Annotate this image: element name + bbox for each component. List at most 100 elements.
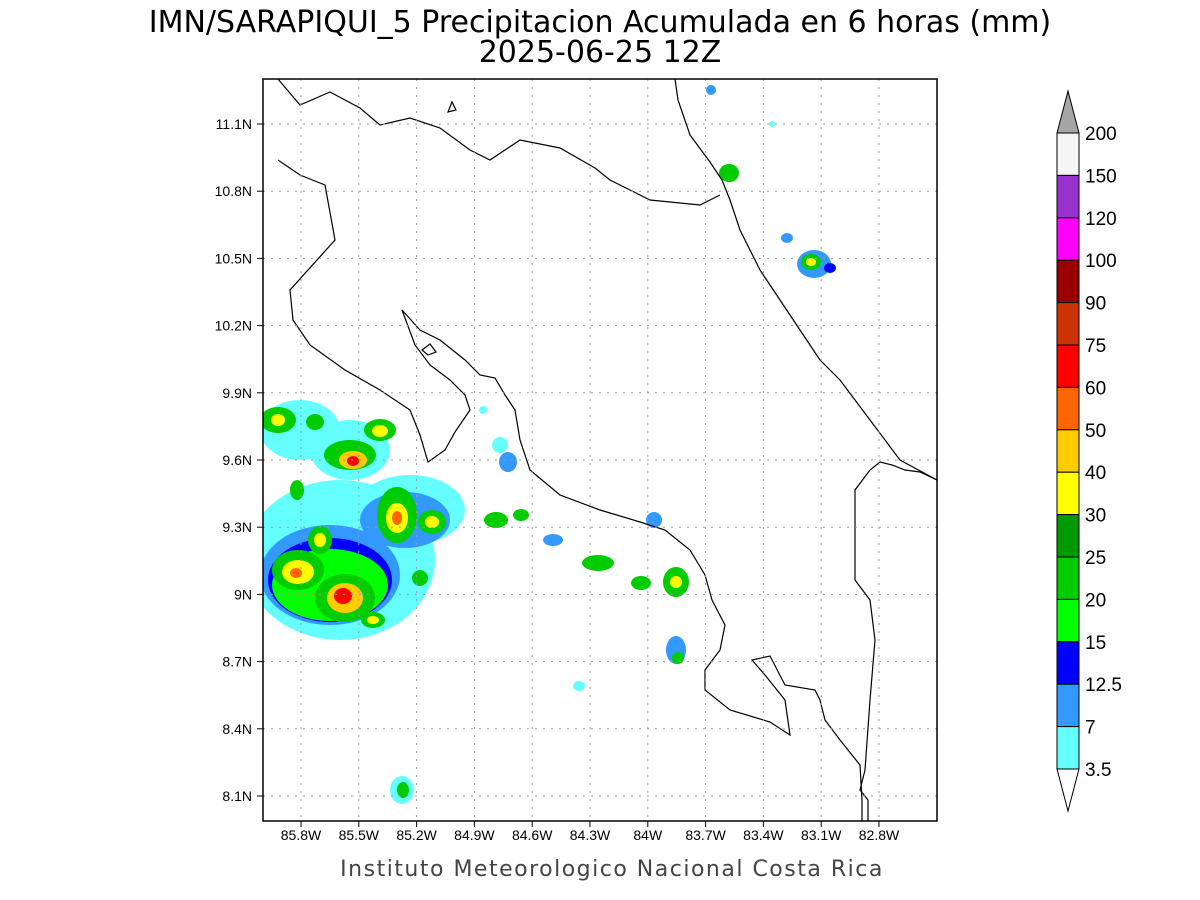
lat-tick-label: 10.2N [215, 318, 252, 334]
colorbar-over-arrow [1056, 89, 1080, 134]
precip-area [397, 782, 409, 798]
lat-tick-label: 10.8N [215, 183, 252, 199]
precip-area [347, 456, 359, 466]
precip-area [372, 425, 388, 437]
latitude-axis: 11.1N 10.8N 10.5N 10.2N 9.9N 9.6N 9.3N 9N 8.7N 8.… [215, 116, 263, 804]
precip-area [513, 509, 529, 521]
footer-credit: Instituto Meteorologico Nacional Costa R… [340, 857, 884, 882]
lon-tick-label: 83.1W [801, 827, 842, 843]
precip-area [719, 164, 739, 182]
precip-area [499, 452, 517, 472]
precip-area [492, 437, 508, 453]
precip-area [543, 534, 563, 546]
precip-area [290, 568, 302, 578]
colorbar-swatch [1056, 556, 1080, 600]
lat-tick-label: 8.1N [222, 788, 252, 804]
lon-tick-label: 83.7W [685, 827, 726, 843]
lon-tick-label: 84W [633, 827, 663, 843]
colorbar-swatch [1056, 641, 1080, 685]
precip-area [412, 570, 428, 586]
island [421, 343, 437, 356]
colorbar-under-arrow [1056, 768, 1080, 813]
colorbar-label: 15 [1085, 633, 1106, 654]
colorbar-swatch [1056, 217, 1080, 261]
coastline-north [277, 79, 721, 206]
precip-area [425, 516, 439, 528]
precip-area [631, 576, 651, 590]
lon-tick-label: 83.4W [743, 827, 784, 843]
precip-area [573, 681, 585, 691]
colorbar-label: 7 [1085, 718, 1096, 739]
colorbar-label: 90 [1085, 294, 1106, 315]
colorbar-label: 30 [1085, 506, 1106, 527]
precip-area [824, 263, 836, 273]
precip-area [582, 555, 614, 571]
lat-tick-label: 9.3N [222, 519, 252, 535]
precip-area [334, 588, 352, 604]
colorbar-label: 50 [1085, 421, 1106, 442]
lon-tick-label: 82.8W [859, 827, 900, 843]
precip-area [271, 414, 285, 426]
lat-tick-label: 9N [234, 586, 252, 602]
precip-area [781, 233, 793, 243]
precip-area [392, 511, 402, 525]
colorbar-swatch [1056, 132, 1080, 176]
map-panel: 11.1N 10.8N 10.5N 10.2N 9.9N 9.6N 9.3N 9N 8.7N 8.… [215, 78, 938, 843]
graticule [263, 79, 937, 821]
precip-area [484, 512, 508, 528]
colorbar-swatch [1056, 683, 1080, 728]
colorbar-swatch [1056, 174, 1080, 219]
colorbar-label: 100 [1085, 251, 1117, 272]
colorbar-swatch [1056, 429, 1080, 473]
lat-tick-label: 11.1N [216, 116, 252, 132]
precip-area [769, 121, 775, 127]
colorbar-label: 3.5 [1085, 760, 1111, 781]
lon-tick-label: 85.2W [396, 827, 437, 843]
colorbar-swatch [1056, 726, 1080, 770]
coastline-caribbean [674, 79, 937, 481]
colorbar-swatch [1056, 598, 1080, 643]
colorbar-label: 60 [1085, 378, 1106, 399]
colorbar-label: 12.5 [1085, 675, 1122, 696]
map-frame [262, 78, 938, 822]
colorbar-label: 200 [1085, 124, 1117, 145]
precip-area [672, 652, 684, 664]
coastline-nicoya [277, 159, 863, 821]
map-title-line1: IMN/SARAPIQUI_5 Precipitacion Acumulada … [149, 5, 1051, 40]
longitude-axis: 85.8W 85.5W 85.2W 84.9W 84.6W 84.3W 84W 83.7W 83… [281, 821, 900, 843]
lon-tick-label: 84.9W [454, 827, 495, 843]
precip-area [806, 258, 816, 266]
colorbar-label: 25 [1085, 548, 1106, 569]
precip-area [314, 533, 326, 547]
colorbar-label: 120 [1085, 209, 1117, 230]
lon-tick-label: 85.5W [339, 827, 380, 843]
lon-tick-label: 84.6W [512, 827, 553, 843]
precip-area [479, 406, 487, 414]
colorbar-label: 40 [1085, 463, 1106, 484]
precip-area [367, 616, 379, 624]
island [447, 100, 457, 113]
map-title-line2: 2025-06-25 12Z [479, 35, 722, 70]
colorbar-swatch [1056, 302, 1080, 346]
colorbar: 200 150 120 100 90 75 60 50 40 30 25 20 15 12.5 7 3.5 [1056, 89, 1122, 813]
lat-tick-label: 9.6N [222, 452, 252, 468]
lat-tick-label: 10.5N [215, 250, 252, 266]
precip-area [290, 480, 304, 500]
lon-tick-label: 84.3W [570, 827, 611, 843]
colorbar-label: 150 [1085, 166, 1117, 187]
colorbar-swatch [1056, 259, 1080, 304]
lat-tick-label: 8.4N [222, 721, 252, 737]
precipitation-field [263, 85, 836, 804]
coastlines [277, 79, 937, 821]
precip-area [646, 512, 662, 528]
colorbar-swatch [1056, 514, 1080, 558]
colorbar-swatch [1056, 344, 1080, 388]
precip-area [706, 85, 716, 95]
lat-tick-label: 8.7N [222, 654, 252, 670]
precip-area [670, 576, 682, 588]
colorbar-label: 20 [1085, 590, 1106, 611]
colorbar-swatch [1056, 471, 1080, 516]
colorbar-label: 75 [1085, 336, 1106, 357]
border-panama [854, 461, 937, 821]
